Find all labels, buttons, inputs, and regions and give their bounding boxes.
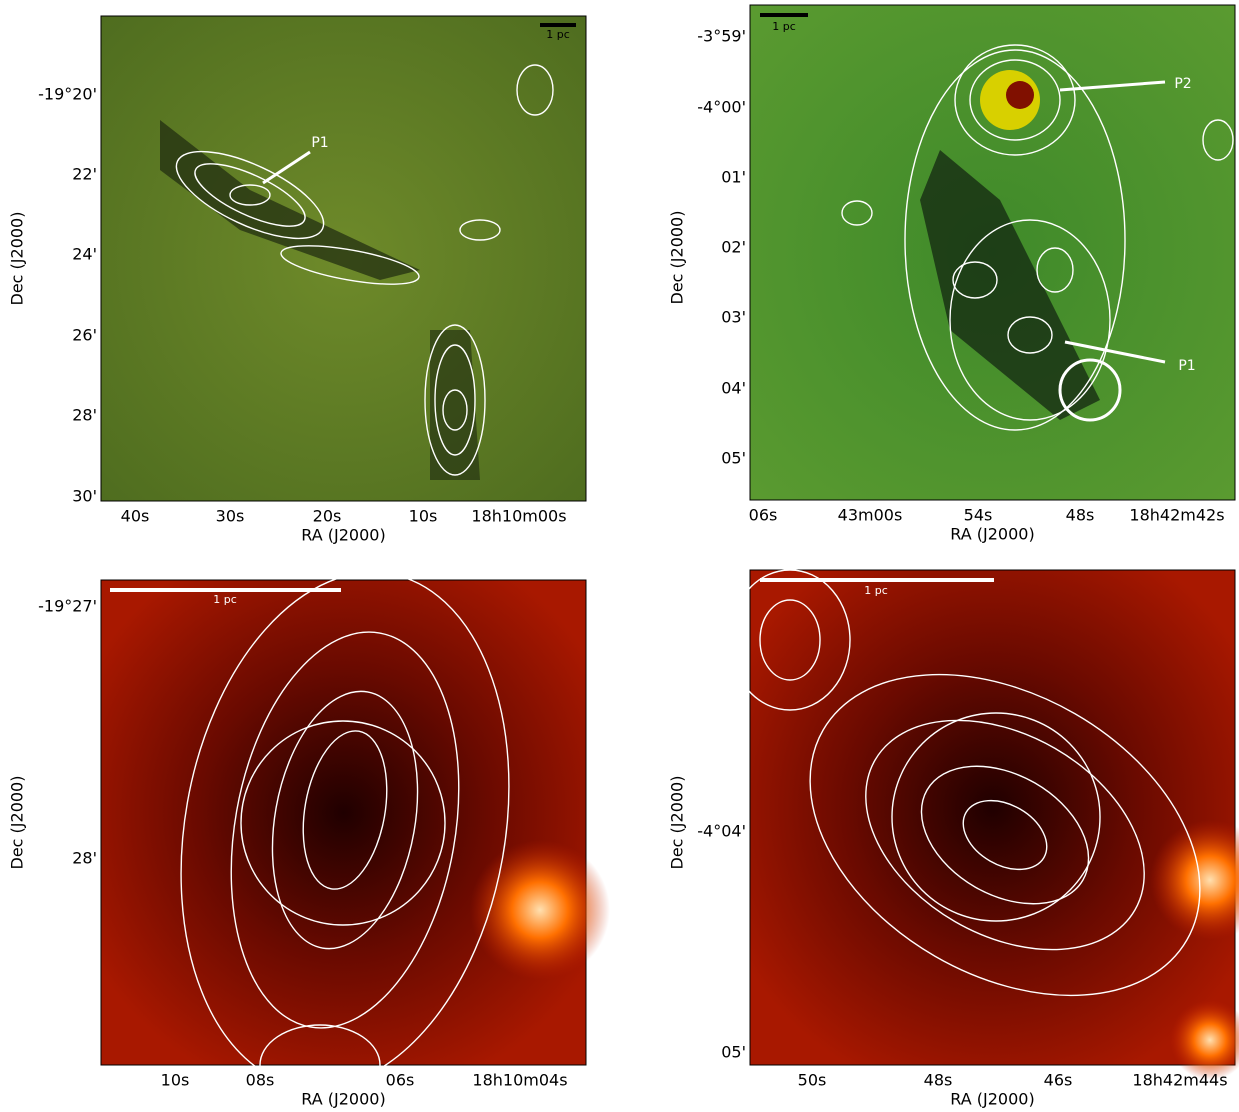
x-tick-label: 06s xyxy=(386,1071,415,1090)
y-axis-label: Dec (J2000) xyxy=(668,211,687,305)
y-tick-label: -19°27' xyxy=(38,597,97,616)
y-tick-label: 22' xyxy=(72,165,97,184)
x-tick-label: 54s xyxy=(964,506,993,525)
x-axis-label: RA (J2000) xyxy=(950,525,1034,544)
x-tick-label: 10s xyxy=(409,507,438,526)
annotation: P2 xyxy=(1174,76,1191,92)
x-tick-label: 43m00s xyxy=(838,506,903,525)
y-tick-label: -4°04' xyxy=(697,822,746,841)
x-tick-label: 30s xyxy=(216,507,245,526)
x-tick-label: 20s xyxy=(313,507,342,526)
y-tick-label: 03' xyxy=(721,308,746,327)
scale-bar-label: 1 pc xyxy=(213,593,237,606)
x-axis-label: RA (J2000) xyxy=(301,526,385,545)
scale-bar-label: 1 pc xyxy=(864,584,888,597)
x-tick-label: 40s xyxy=(121,507,150,526)
x-tick-label: 48s xyxy=(1066,506,1095,525)
x-tick-label: 08s xyxy=(246,1071,275,1090)
x-tick-label: 46s xyxy=(1044,1071,1073,1090)
y-tick-label: -4°00' xyxy=(697,98,746,117)
x-tick-label: 18h10m04s xyxy=(472,1071,567,1090)
y-tick-label: -3°59' xyxy=(697,27,746,46)
y-axis-label: Dec (J2000) xyxy=(8,212,27,306)
y-tick-label: 05' xyxy=(721,449,746,468)
scale-bar-label: 1 pc xyxy=(772,20,796,33)
x-tick-label: 50s xyxy=(798,1071,827,1090)
y-tick-label: 04' xyxy=(721,379,746,398)
y-tick-label: 28' xyxy=(72,406,97,425)
panel-image xyxy=(749,4,1236,501)
x-tick-label: 18h42m44s xyxy=(1132,1071,1227,1090)
panel-image xyxy=(100,15,587,502)
y-tick-label: 28' xyxy=(72,849,97,868)
panel-image xyxy=(729,569,1239,1080)
y-tick-label: 05' xyxy=(721,1043,746,1062)
y-axis-label: Dec (J2000) xyxy=(8,776,27,870)
y-tick-label: 24' xyxy=(72,245,97,264)
y-tick-label: 02' xyxy=(721,238,746,257)
y-axis-label: Dec (J2000) xyxy=(668,776,687,870)
y-tick-label: -19°20' xyxy=(38,85,97,104)
x-axis-label: RA (J2000) xyxy=(950,1090,1034,1109)
annotation: P1 xyxy=(311,135,328,151)
panel-image xyxy=(100,571,610,1106)
x-tick-label: 18h10m00s xyxy=(471,507,566,526)
scale-bar-label: 1 pc xyxy=(546,28,570,41)
x-tick-label: 06s xyxy=(749,506,778,525)
y-tick-label: 01' xyxy=(721,168,746,187)
x-tick-label: 18h42m42s xyxy=(1129,506,1224,525)
x-axis-label: RA (J2000) xyxy=(301,1090,385,1109)
x-tick-label: 48s xyxy=(924,1071,953,1090)
x-tick-label: 10s xyxy=(161,1071,190,1090)
annotation: P1 xyxy=(1178,358,1195,374)
y-tick-label: 26' xyxy=(72,326,97,345)
y-tick-label: 30' xyxy=(72,487,97,506)
